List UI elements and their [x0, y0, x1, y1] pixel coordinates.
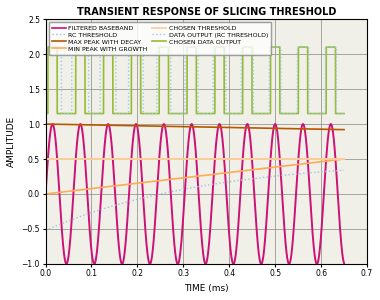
X-axis label: TIME (ms): TIME (ms): [184, 284, 229, 293]
Y-axis label: AMPLITUDE: AMPLITUDE: [7, 116, 16, 167]
Title: TRANSIENT RESPONSE OF SLICING THRESHOLD: TRANSIENT RESPONSE OF SLICING THRESHOLD: [77, 7, 336, 17]
Legend: FILTERED BASEBAND, RC THRESHOLD, MAX PEAK WITH DECAY, MIN PEAK WITH GROWTH, CHOS: FILTERED BASEBAND, RC THRESHOLD, MAX PEA…: [49, 22, 271, 55]
